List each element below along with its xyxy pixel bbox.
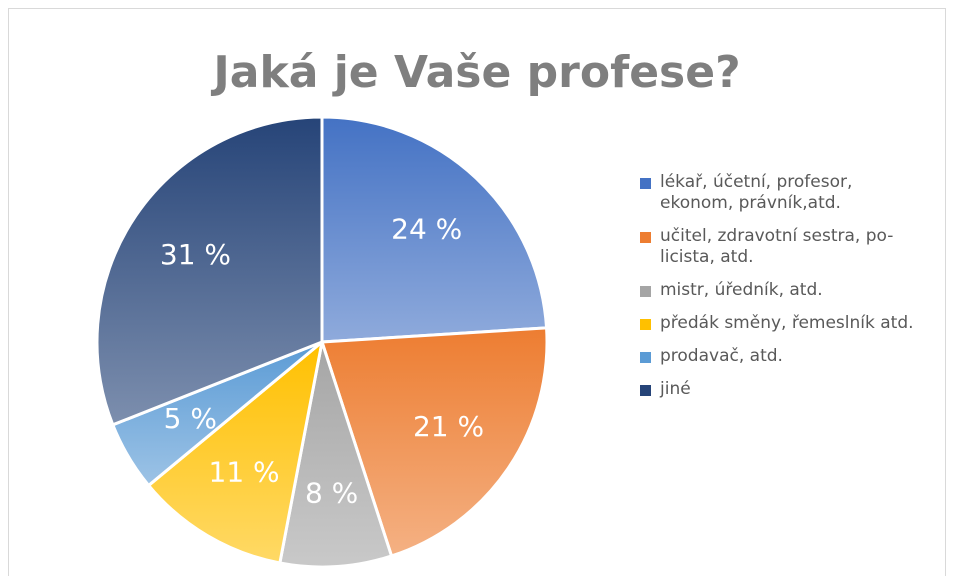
pie-slice bbox=[278, 340, 394, 569]
legend-swatch bbox=[640, 232, 651, 243]
pie-slice bbox=[320, 115, 549, 344]
chart-title: Jaká je Vaše profese? bbox=[210, 47, 740, 98]
data-label: 8 % bbox=[305, 477, 358, 510]
legend: lékař, účetní, profesor, ekonom, právník… bbox=[640, 172, 920, 412]
legend-swatch bbox=[640, 319, 651, 330]
data-label: 24 % bbox=[391, 212, 462, 245]
pie-slice bbox=[320, 326, 549, 558]
legend-label: mistr, úředník, atd. bbox=[660, 280, 823, 300]
legend-label: učitel, zdravotní sestra, po-licista, at… bbox=[660, 226, 894, 267]
legend-swatch bbox=[640, 385, 651, 396]
legend-item: předák směny, řemeslník atd. bbox=[640, 313, 920, 334]
legend-item: učitel, zdravotní sestra, po-licista, at… bbox=[640, 226, 920, 268]
legend-label: předák směny, řemeslník atd. bbox=[660, 313, 914, 333]
pie-slice bbox=[95, 115, 324, 427]
pie-slice bbox=[147, 340, 324, 565]
legend-label: lékař, účetní, profesor, ekonom, právník… bbox=[660, 172, 853, 213]
legend-label: jiné bbox=[660, 379, 691, 399]
legend-swatch bbox=[640, 352, 651, 363]
legend-swatch bbox=[640, 178, 651, 189]
data-label: 21 % bbox=[413, 410, 484, 443]
legend-item: mistr, úředník, atd. bbox=[640, 280, 920, 301]
legend-item: prodavač, atd. bbox=[640, 346, 920, 367]
legend-item: lékař, účetní, profesor, ekonom, právník… bbox=[640, 172, 920, 214]
legend-item: jiné bbox=[640, 379, 920, 400]
data-label: 5 % bbox=[164, 402, 217, 435]
data-label: 11 % bbox=[209, 456, 280, 489]
data-label: 31 % bbox=[160, 238, 231, 271]
legend-label: prodavač, atd. bbox=[660, 346, 783, 366]
legend-swatch bbox=[640, 286, 651, 297]
